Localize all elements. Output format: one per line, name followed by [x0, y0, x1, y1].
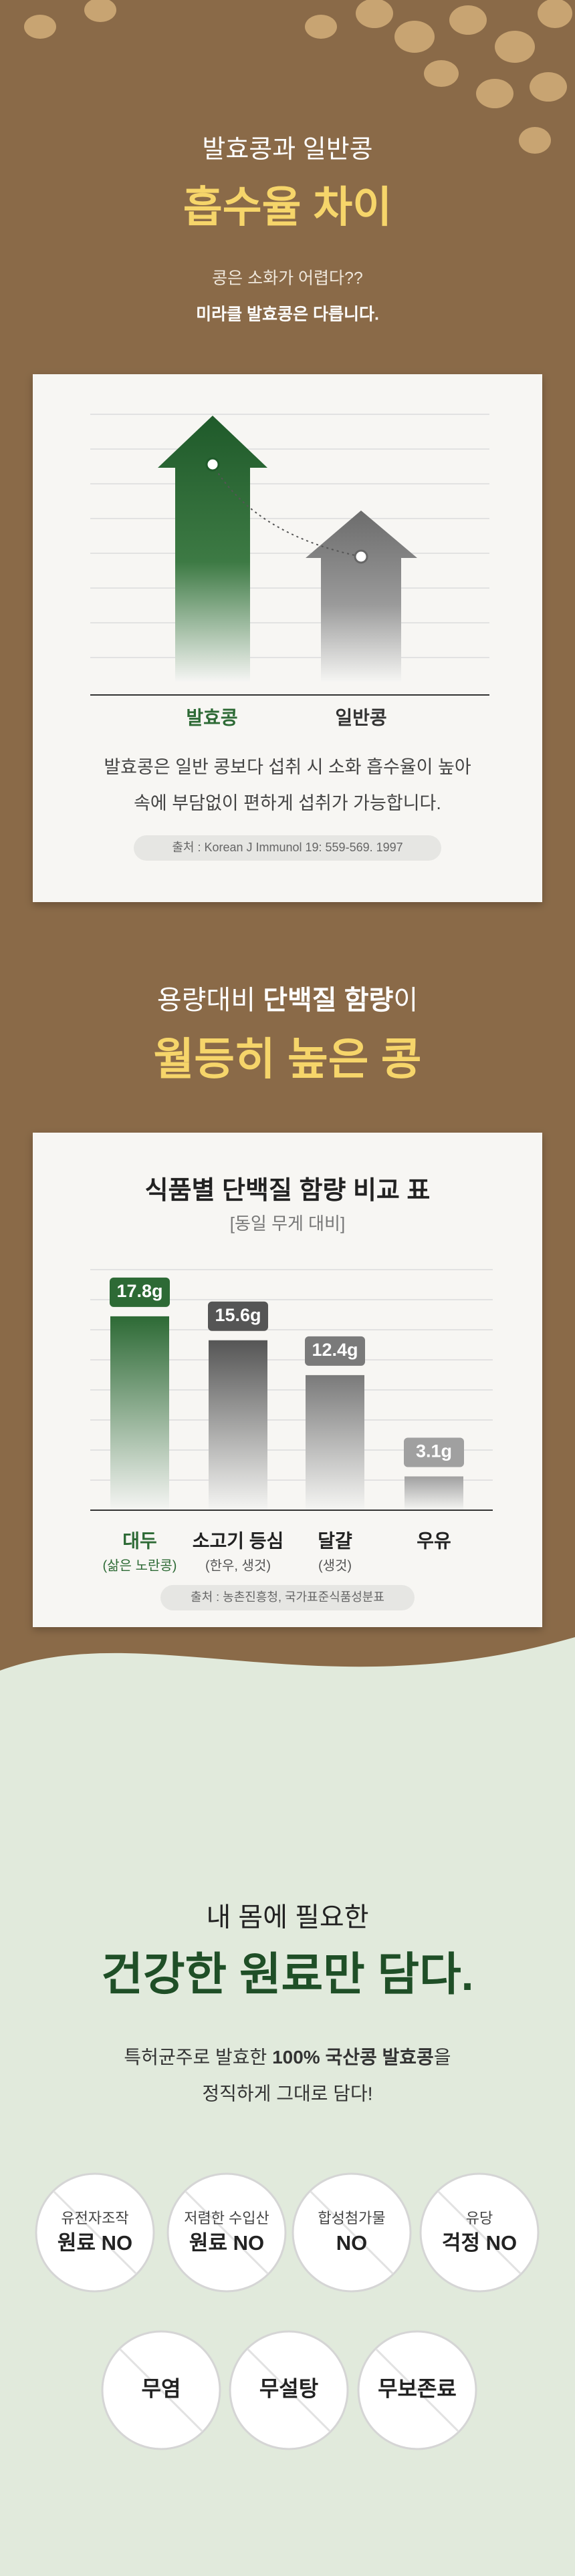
value-pill	[110, 1277, 170, 1307]
value-label: 12.4g	[312, 1340, 358, 1360]
point	[205, 457, 220, 472]
s1-lead-bold: 미라클 발효콩은 다릅니다.	[196, 305, 379, 324]
category-label: 우유	[417, 1530, 451, 1551]
s3-intro: 특허균주로 발효한 100% 국산콩 발효콩을	[124, 2047, 451, 2067]
s2-heading-part: 용량대비	[157, 986, 263, 1015]
source: 출처 : Korean J Immunol 19: 559-569. 1997	[172, 841, 402, 854]
badge-slash	[53, 2190, 137, 2275]
arrow-regular	[306, 511, 417, 682]
value-label: 17.8g	[116, 1281, 162, 1301]
intro-part: 특허균주로 발효한	[124, 2047, 272, 2067]
background-lines	[90, 414, 489, 658]
bar	[110, 1316, 169, 1510]
badge-slash	[375, 2348, 459, 2432]
point	[354, 549, 368, 564]
badge-top: 저렴한 수입산	[184, 2210, 269, 2227]
s1-title: 흡수율 차이	[183, 183, 392, 231]
card	[33, 1133, 542, 1627]
value-label: 15.6g	[215, 1305, 261, 1325]
category-note: (한우, 생것)	[205, 1558, 271, 1573]
category-label: 달걀	[318, 1530, 352, 1551]
source-pill	[160, 1585, 415, 1610]
badge-top: 유당	[466, 2210, 493, 2227]
chart: 17.8g 대두 (삶은 노란콩) 15.6g 소고기 등심 (한우, 생것) 12.4g 달…	[90, 1269, 493, 1573]
description: 발효콩은 일반 콩보다 섭취 시 소화 흡수율이 높아	[104, 757, 471, 777]
badge-main: 원료 NO	[58, 2231, 132, 2255]
category-label: 대두	[122, 1530, 157, 1551]
value-label: 3.1g	[416, 1441, 452, 1461]
badge-slash	[437, 2190, 522, 2275]
value-pill	[208, 1301, 268, 1331]
s1-lead: 콩은 소화가 어렵다??	[212, 269, 363, 288]
badge-main: NO	[336, 2231, 368, 2255]
chart-subtitle: [동일 무게 대비]	[230, 1213, 345, 1234]
badge-main: 무보존료	[378, 2376, 457, 2400]
badge-slash	[119, 2348, 203, 2432]
badge-main: 무염	[142, 2376, 181, 2400]
arrow-fermented	[158, 416, 267, 682]
intro-part: 100% 국산콩 발효콩	[272, 2047, 434, 2067]
source-pill	[134, 835, 441, 861]
s3-title: 건강한 원료만 담다.	[101, 1949, 473, 2000]
s2-title: 월등히 높은 콩	[154, 1034, 422, 1083]
badge-slash	[247, 2348, 331, 2432]
s1-subtitle: 발효콩과 일반콩	[202, 136, 372, 164]
beans-decoration	[24, 0, 572, 154]
chart-title: 식품별 단백질 함량 비교 표	[145, 1177, 431, 1205]
description: 속에 부담없이 편하게 섭취가 가능합니다.	[134, 793, 441, 813]
bar	[306, 1375, 364, 1510]
badge-slash	[310, 2190, 394, 2275]
badge-main: 걱정 NO	[442, 2231, 517, 2255]
badge-top: 유전자조작	[61, 2210, 128, 2227]
badge-slash	[185, 2190, 269, 2275]
s2-heading-part: 단백질 함량	[263, 986, 393, 1015]
label-fermented: 발효콩	[186, 707, 237, 728]
bar	[405, 1476, 463, 1510]
s2-heading: 용량대비 단백질 함량이	[157, 986, 418, 1015]
category-note: (삶은 노란콩)	[103, 1558, 177, 1573]
card	[33, 374, 542, 902]
category-label: 소고기 등심	[193, 1530, 284, 1551]
value-pill	[305, 1336, 365, 1366]
s3-intro: 정직하게 그대로 담다!	[202, 2083, 372, 2104]
category-note: (생것)	[318, 1558, 352, 1573]
label-regular: 일반콩	[335, 707, 386, 728]
badge-main: 원료 NO	[189, 2231, 264, 2255]
value-pill	[404, 1437, 464, 1467]
chart-source: 출처 : 농촌진흥청, 국가표준식품성분표	[191, 1590, 384, 1604]
bar	[209, 1340, 267, 1510]
s2-heading-part: 이	[393, 986, 418, 1015]
s3-subtitle: 내 몸에 필요한	[206, 1903, 368, 1933]
intro-part: 을	[434, 2047, 451, 2067]
badge-top: 합성첨가물	[318, 2210, 385, 2227]
badge-main: 무설탕	[259, 2376, 318, 2400]
